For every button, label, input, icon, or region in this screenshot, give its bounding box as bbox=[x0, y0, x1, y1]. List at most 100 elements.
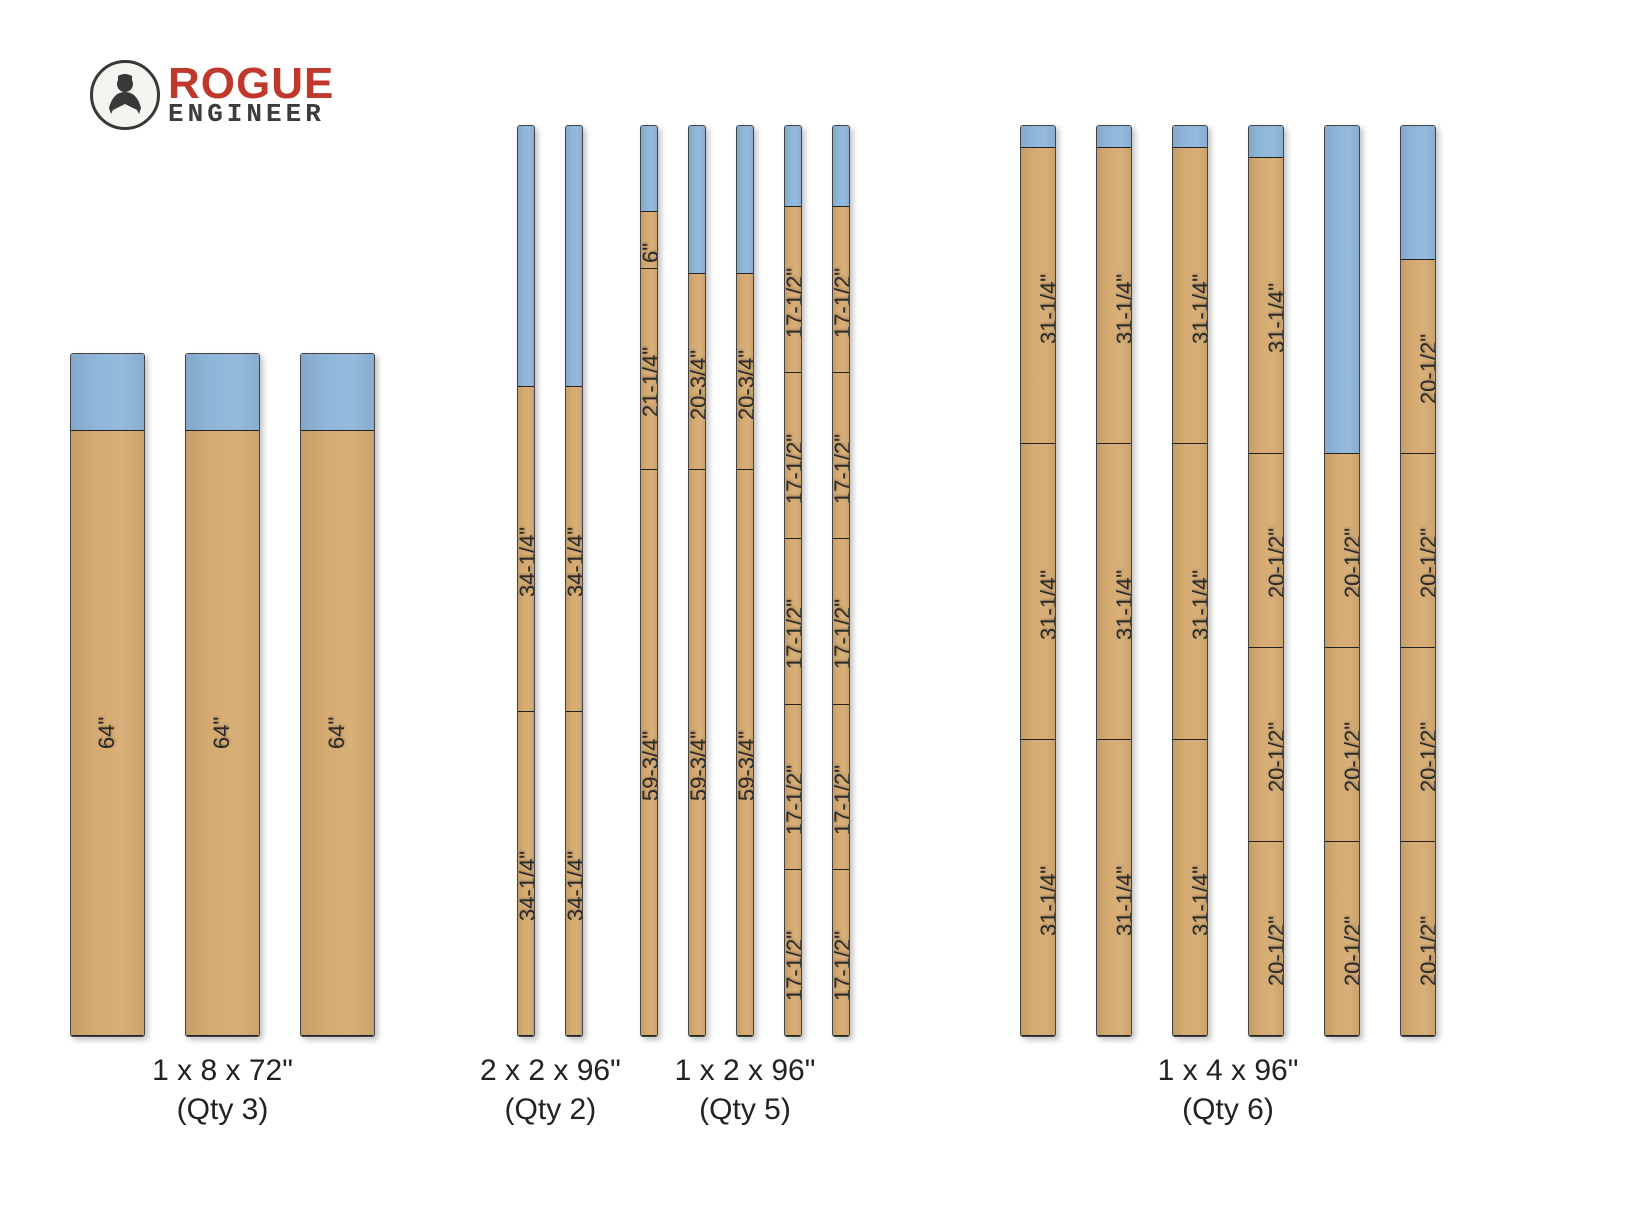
cut-segment: 17-1/2" bbox=[833, 538, 849, 704]
cut-segment: 31-1/4" bbox=[1097, 443, 1131, 739]
cut-segment: 64" bbox=[186, 430, 259, 1035]
caption-dimensions: 1 x 8 x 72" bbox=[70, 1051, 375, 1090]
segment-length-label: 31-1/4" bbox=[1112, 274, 1132, 344]
cut-segment: 31-1/4" bbox=[1249, 157, 1283, 453]
brand-logo: ROGUE ENGINEER bbox=[90, 60, 334, 130]
board: 34-1/4"34-1/4" bbox=[565, 125, 583, 1037]
waste-segment bbox=[1401, 126, 1435, 259]
cut-segment: 20-3/4" bbox=[737, 273, 753, 469]
cut-segment: 17-1/2" bbox=[833, 869, 849, 1035]
segment-length-label: 31-1/4" bbox=[1188, 865, 1208, 935]
board: 20-1/2"20-1/2"20-1/2" bbox=[1324, 125, 1360, 1037]
segment-length-label: 64" bbox=[325, 717, 351, 749]
waste-segment bbox=[785, 126, 801, 206]
boards-row: 31-1/4"31-1/4"31-1/4"31-1/4"31-1/4"31-1/… bbox=[1020, 125, 1436, 1037]
cut-segment: 20-1/2" bbox=[1249, 453, 1283, 647]
cut-segment: 59-3/4" bbox=[689, 469, 705, 1035]
board: 6" 21-1/4" 59-3/4" bbox=[640, 125, 658, 1037]
board-end-cap bbox=[1021, 1035, 1055, 1036]
segment-length-label: 17-1/2" bbox=[832, 931, 850, 1001]
cut-segment: 21-1/4" bbox=[641, 268, 657, 469]
cut-segment: 20-3/4" bbox=[689, 273, 705, 469]
logo-badge bbox=[90, 60, 160, 130]
board-end-cap bbox=[71, 1035, 144, 1036]
cut-segment: 59-3/4" bbox=[641, 469, 657, 1035]
segment-length-label: 31-1/4" bbox=[1036, 865, 1056, 935]
waste-segment bbox=[737, 126, 753, 273]
cut-segment: 20-1/2" bbox=[1401, 453, 1435, 647]
segment-length-label: 17-1/2" bbox=[784, 433, 802, 503]
segment-length-label: 20-1/2" bbox=[1416, 334, 1436, 404]
logo-engineer: ENGINEER bbox=[168, 103, 334, 125]
cut-segment: 6" bbox=[641, 211, 657, 268]
cut-segment: 20-1/2" bbox=[1325, 841, 1359, 1035]
segment-length-label: 20-1/2" bbox=[1340, 916, 1360, 986]
segment-length-label: 31-1/4" bbox=[1112, 865, 1132, 935]
segment-length-label: 34-1/4" bbox=[565, 527, 583, 597]
segment-length-label: 31-1/4" bbox=[1264, 283, 1284, 353]
cut-segment: 17-1/2" bbox=[785, 869, 801, 1035]
segment-length-label: 6" bbox=[640, 243, 658, 263]
segment-length-label: 59-3/4" bbox=[688, 731, 706, 801]
segment-length-label: 17-1/2" bbox=[784, 268, 802, 338]
waste-segment bbox=[566, 126, 582, 386]
cut-segment: 20-1/2" bbox=[1401, 647, 1435, 841]
board: 31-1/4" 31-1/4" 31-1/4" bbox=[1020, 125, 1056, 1037]
segment-length-label: 21-1/4" bbox=[640, 347, 658, 417]
cut-segment: 17-1/2" bbox=[785, 704, 801, 870]
stock-group: 64" 64" 64" 1 x 8 x 72"(Qty 3) bbox=[70, 353, 375, 1129]
cut-segment: 64" bbox=[71, 430, 144, 1035]
board-end-cap bbox=[301, 1035, 374, 1036]
waste-segment bbox=[1173, 126, 1207, 147]
waste-segment bbox=[641, 126, 657, 211]
stock-group: 34-1/4"34-1/4"34-1/4"34-1/4"2 x 2 x 96"(… bbox=[480, 125, 621, 1129]
board-end-cap bbox=[641, 1035, 657, 1036]
segment-length-label: 31-1/4" bbox=[1112, 570, 1132, 640]
cut-segment: 20-1/2" bbox=[1401, 259, 1435, 453]
logo-text: ROGUE ENGINEER bbox=[168, 65, 334, 124]
boards-row: 6"21-1/4"59-3/4"20-3/4"59-3/4"20-3/4"59-… bbox=[640, 125, 850, 1037]
waste-segment bbox=[1097, 126, 1131, 147]
board-end-cap bbox=[186, 1035, 259, 1036]
cut-segment: 17-1/2" bbox=[833, 206, 849, 372]
caption-qty: (Qty 2) bbox=[480, 1090, 621, 1129]
segment-length-label: 20-3/4" bbox=[688, 349, 706, 419]
board-end-cap bbox=[518, 1035, 534, 1036]
waste-segment bbox=[1249, 126, 1283, 157]
board-end-cap bbox=[1097, 1035, 1131, 1036]
cut-segment: 31-1/4" bbox=[1097, 147, 1131, 443]
segment-length-label: 34-1/4" bbox=[517, 851, 535, 921]
cut-segment: 17-1/2" bbox=[833, 372, 849, 538]
segment-length-label: 17-1/2" bbox=[832, 268, 850, 338]
group-caption: 1 x 8 x 72"(Qty 3) bbox=[70, 1051, 375, 1129]
segment-length-label: 64" bbox=[95, 717, 121, 749]
segment-length-label: 17-1/2" bbox=[784, 765, 802, 835]
cut-segment: 31-1/4" bbox=[1021, 147, 1055, 443]
board-end-cap bbox=[1401, 1035, 1435, 1036]
cut-segment: 31-1/4" bbox=[1021, 739, 1055, 1035]
cut-segment: 17-1/2" bbox=[833, 704, 849, 870]
caption-dimensions: 1 x 2 x 96" bbox=[640, 1051, 850, 1090]
cut-segment: 64" bbox=[301, 430, 374, 1035]
board: 20-1/2"20-1/2"20-1/2"20-1/2" bbox=[1400, 125, 1436, 1037]
segment-length-label: 31-1/4" bbox=[1036, 274, 1056, 344]
cut-segment: 20-1/2" bbox=[1249, 647, 1283, 841]
board-end-cap bbox=[785, 1035, 801, 1036]
cut-segment: 31-1/4" bbox=[1021, 443, 1055, 739]
waste-segment bbox=[689, 126, 705, 273]
segment-length-label: 17-1/2" bbox=[784, 599, 802, 669]
logo-figure-icon bbox=[99, 70, 151, 122]
waste-segment bbox=[71, 354, 144, 430]
cut-segment: 31-1/4" bbox=[1173, 147, 1207, 443]
board-end-cap bbox=[833, 1035, 849, 1036]
segment-length-label: 17-1/2" bbox=[784, 931, 802, 1001]
caption-qty: (Qty 6) bbox=[1020, 1090, 1436, 1129]
group-caption: 2 x 2 x 96"(Qty 2) bbox=[480, 1051, 621, 1129]
cut-segment: 17-1/2" bbox=[785, 372, 801, 538]
board: 20-3/4" 59-3/4" bbox=[688, 125, 706, 1037]
cut-segment: 20-1/2" bbox=[1325, 647, 1359, 841]
cut-segment: 20-1/2" bbox=[1325, 453, 1359, 647]
board-end-cap bbox=[689, 1035, 705, 1036]
board-end-cap bbox=[1249, 1035, 1283, 1036]
board: 31-1/4"31-1/4"31-1/4" bbox=[1172, 125, 1208, 1037]
